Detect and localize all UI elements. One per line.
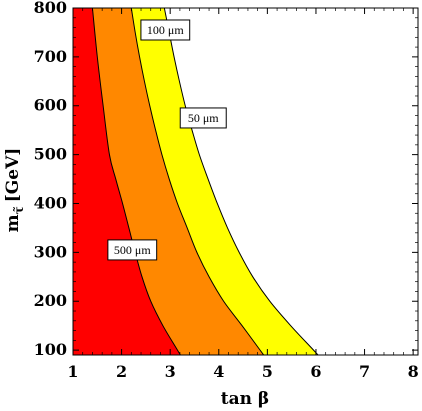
y-tick-label: 600	[34, 96, 67, 115]
contour-label-box	[179, 107, 227, 129]
contour-label-1: 100 μm	[140, 19, 191, 41]
x-tick-label: 3	[165, 362, 176, 381]
y-tick-label: 700	[34, 47, 67, 66]
x-tick-label: 2	[116, 362, 127, 381]
contour-line-3	[163, 8, 319, 355]
x-axis-title: tan β	[221, 389, 269, 409]
contour-label-text: 100 μm	[147, 23, 184, 37]
contour-labels: 100 μm 50 μm 500 μm	[107, 19, 227, 261]
svg-text:mτ̃[GeV]: mτ̃ [GeV]	[3, 148, 26, 233]
contour-label-text: 50 μm	[188, 111, 219, 125]
region-layer	[73, 8, 319, 355]
y-tick-label: 400	[34, 193, 67, 212]
plot-frame	[72, 7, 419, 356]
x-tick-label: 6	[310, 362, 321, 381]
y-tick-label: 300	[34, 242, 67, 261]
y-axis-title-main: m	[3, 214, 23, 232]
y-axis-title-unit: [GeV]	[3, 148, 23, 203]
y-axis: 100 200 300 400 500 600 700 800	[34, 0, 418, 359]
contour-label-box	[140, 19, 191, 41]
contour-line-1	[91, 8, 181, 355]
x-tick-label: 4	[213, 362, 224, 381]
x-axis: 1 2 3 4 5 6 7 8	[67, 8, 419, 381]
x-tick-label: 7	[359, 362, 370, 381]
x-tick-label: 8	[408, 362, 419, 381]
contour-label-box	[107, 239, 158, 261]
y-tick-label: 200	[34, 291, 67, 310]
y-tick-label: 500	[34, 145, 67, 164]
contour-label-2: 50 μm	[179, 107, 227, 129]
y-tick-label: 800	[34, 0, 67, 17]
x-tick-label: 5	[262, 362, 273, 381]
y-axis-title-sub: τ̃	[12, 206, 26, 214]
y-axis-title: mτ̃ [GeV]	[3, 148, 26, 233]
contour-line-2	[130, 8, 265, 355]
plot-area	[73, 8, 418, 355]
contour-layer	[91, 8, 319, 355]
y-tick-label: 100	[34, 340, 67, 359]
region-fill-1	[73, 8, 181, 355]
x-tick-label: 1	[67, 362, 78, 381]
contour-label-text: 500 μm	[114, 243, 151, 257]
contour-label-3: 500 μm	[107, 239, 158, 261]
